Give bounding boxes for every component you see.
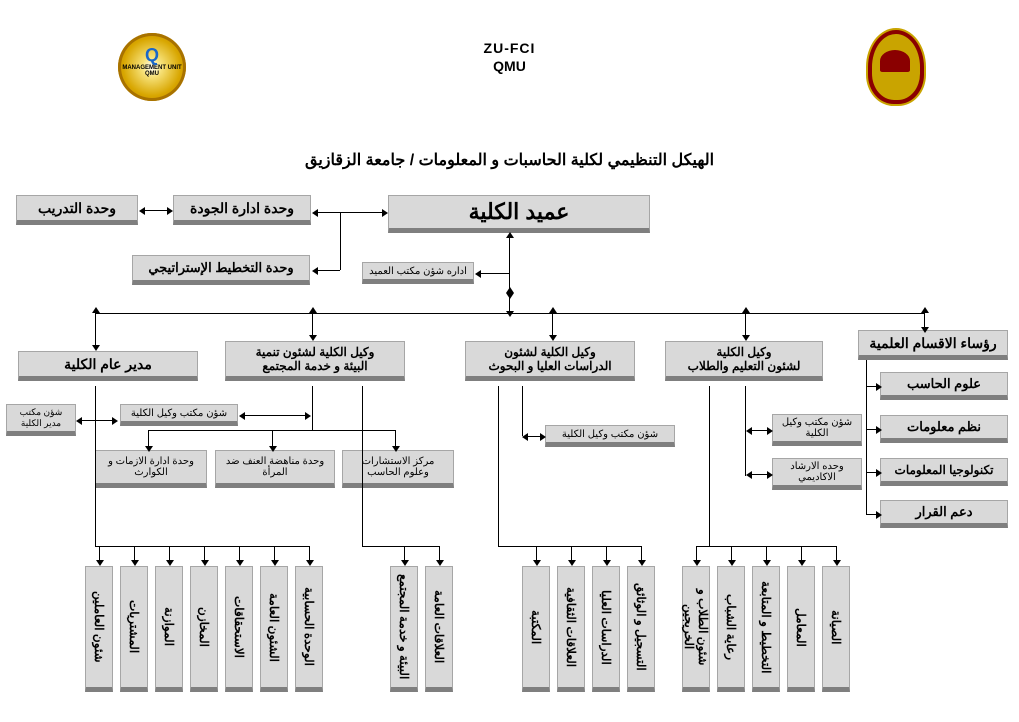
vnode-general: الشئون العامة xyxy=(260,566,288,692)
conn xyxy=(481,273,509,274)
conn xyxy=(145,210,167,211)
conn xyxy=(318,212,382,213)
conn xyxy=(395,430,396,446)
node-academic-guid: وحده الارشاد الاكاديمي xyxy=(772,458,862,490)
node-vo-grad: شؤن مكتب وكيل الكلية xyxy=(545,425,675,447)
conn xyxy=(274,546,275,560)
conn xyxy=(571,546,572,560)
conn xyxy=(552,313,553,335)
conn xyxy=(312,386,313,430)
conn xyxy=(731,546,732,560)
conn xyxy=(148,430,395,431)
vnode-youth: رعاية الشباب xyxy=(717,566,745,692)
conn xyxy=(509,293,510,311)
conn xyxy=(404,546,405,560)
node-anti-violence: وحدة مناهضة العنف ضد المرأة xyxy=(215,450,335,488)
page-title: الهيكل التنظيمي لكلية الحاسبات و المعلوم… xyxy=(0,150,1019,170)
conn xyxy=(312,313,313,335)
conn xyxy=(99,546,100,560)
node-general-mgr: مدير عام الكلية xyxy=(18,351,198,381)
conn xyxy=(606,546,607,560)
conn xyxy=(766,546,767,560)
conn xyxy=(509,238,510,293)
node-training: وحدة التدريب xyxy=(16,195,138,225)
conn xyxy=(318,270,340,271)
node-it: تكنولوجيا المعلومات xyxy=(880,458,1008,486)
conn xyxy=(745,313,746,335)
node-consult: مركز الاستشارات وعلوم الحاسب xyxy=(342,450,454,488)
conn xyxy=(439,546,440,560)
vnode-stores: المخازن xyxy=(190,566,218,692)
vnode-budget: الموازنة xyxy=(155,566,183,692)
vnode-account: الوحدة الحسابية xyxy=(295,566,323,692)
conn xyxy=(696,546,697,560)
vnode-labs: المعامل xyxy=(787,566,815,692)
vnode-pr: العلاقات العامة xyxy=(425,566,453,692)
node-vice-edu: وكيل الكلية لشئون التعليم والطلاب xyxy=(665,341,823,381)
conn xyxy=(498,546,641,547)
conn xyxy=(752,430,767,431)
node-is: نظم معلومات xyxy=(880,415,1008,443)
conn xyxy=(272,430,273,446)
node-ds: دعم القرار xyxy=(880,500,1008,528)
header-line2: QMU xyxy=(0,58,1019,74)
vnode-maintenance: الصيانة xyxy=(822,566,850,692)
node-dean: عميد الكلية xyxy=(388,195,650,233)
conn xyxy=(528,436,540,437)
vnode-culture: العلاقات الثقافية xyxy=(557,566,585,692)
vnode-staff: شئون العاملين xyxy=(85,566,113,692)
node-sci-heads: رؤساء الاقسام العلمية xyxy=(858,330,1008,360)
conn xyxy=(641,546,642,560)
vnode-envserv: البيئة و خدمة المجتمع xyxy=(390,566,418,692)
conn xyxy=(866,386,876,387)
node-strategic: وحدة التخطيط الإستراتيجي xyxy=(132,255,310,285)
node-dean-office: اداره شؤن مكتب العميد xyxy=(362,262,474,284)
conn xyxy=(866,429,876,430)
node-crisis: وحدة ادارة الازمات و الكوارث xyxy=(95,450,207,488)
conn xyxy=(924,313,925,327)
conn xyxy=(95,313,925,314)
conn xyxy=(148,430,149,446)
conn xyxy=(536,546,537,560)
vnode-purchase: المشتريات xyxy=(120,566,148,692)
conn xyxy=(866,472,876,473)
conn xyxy=(836,546,837,560)
conn xyxy=(245,415,305,416)
vnode-plan: التخطيط و المتابعة xyxy=(752,566,780,692)
conn xyxy=(169,546,170,560)
vnode-dues: الاستحقاقات xyxy=(225,566,253,692)
conn xyxy=(82,420,112,421)
conn xyxy=(95,386,96,546)
conn xyxy=(95,546,309,547)
node-cs: علوم الحاسب xyxy=(880,372,1008,400)
vnode-library: المكتبة xyxy=(522,566,550,692)
conn xyxy=(340,212,341,270)
conn xyxy=(95,313,96,345)
node-vice-grad: وكيل الكلية لشئون الدراسات العليا و البح… xyxy=(465,341,635,381)
conn xyxy=(362,546,439,547)
org-chart-stage: MANAGEMENT UNIT QMU ZU-FCI QMU الهيكل ال… xyxy=(0,0,1019,722)
conn xyxy=(752,474,767,475)
conn xyxy=(134,546,135,560)
conn xyxy=(522,386,523,436)
vnode-grad: الدراسات العليا xyxy=(592,566,620,692)
conn xyxy=(239,546,240,560)
vnode-students: شئون الطلاب و الخريجين xyxy=(682,566,710,692)
node-vo-edu: شؤن مكتب وكيل الكلية xyxy=(772,414,862,446)
node-quality: وحدة ادارة الجودة xyxy=(173,195,311,225)
conn xyxy=(498,386,499,546)
conn xyxy=(709,386,710,546)
node-vo-env: شؤن مكتب وكيل الكلية xyxy=(120,404,238,426)
conn xyxy=(801,546,802,560)
conn xyxy=(362,386,363,546)
conn xyxy=(309,546,310,560)
conn xyxy=(866,360,867,514)
node-vice-env: وكيل الكلية لشئون تنمية البيئة و خدمة ال… xyxy=(225,341,405,381)
conn xyxy=(204,546,205,560)
node-gm-office: شؤن مكتب مدير الكلية xyxy=(6,404,76,436)
conn xyxy=(866,514,876,515)
vnode-reg: التسجيل و الوثائق xyxy=(627,566,655,692)
header-line1: ZU-FCI xyxy=(0,40,1019,56)
